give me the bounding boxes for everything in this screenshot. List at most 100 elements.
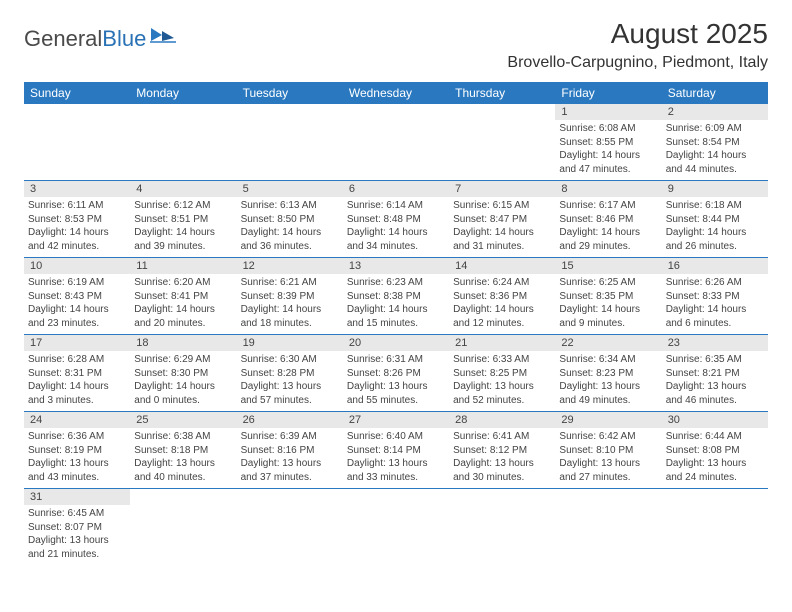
month-title: August 2025 [507,18,768,50]
sunrise-text: Sunrise: 6:17 AM [559,199,657,213]
sunset-text: Sunset: 8:30 PM [134,367,232,381]
daylight-line1: Daylight: 14 hours [241,226,339,240]
sunrise-text: Sunrise: 6:08 AM [559,122,657,136]
daylight-line2: and 24 minutes. [666,471,764,485]
daylight-line2: and 49 minutes. [559,394,657,408]
logo-text-part1: General [24,26,102,51]
sunrise-text: Sunrise: 6:42 AM [559,430,657,444]
calendar-cell: 4Sunrise: 6:12 AMSunset: 8:51 PMDaylight… [130,181,236,258]
calendar-cell [24,104,130,181]
logo-text: GeneralBlue [24,26,146,52]
sunset-text: Sunset: 8:53 PM [28,213,126,227]
sunset-text: Sunset: 8:33 PM [666,290,764,304]
day-info: Sunrise: 6:15 AMSunset: 8:47 PMDaylight:… [449,197,555,257]
calendar-week: 1Sunrise: 6:08 AMSunset: 8:55 PMDaylight… [24,104,768,181]
daylight-line1: Daylight: 14 hours [241,303,339,317]
day-header: Tuesday [237,82,343,104]
calendar-cell: 28Sunrise: 6:41 AMSunset: 8:12 PMDayligh… [449,412,555,489]
daylight-line2: and 36 minutes. [241,240,339,254]
day-header: Wednesday [343,82,449,104]
daylight-line2: and 3 minutes. [28,394,126,408]
day-info: Sunrise: 6:08 AMSunset: 8:55 PMDaylight:… [555,120,661,180]
sunset-text: Sunset: 8:23 PM [559,367,657,381]
calendar-cell [130,489,236,566]
daylight-line1: Daylight: 13 hours [666,457,764,471]
day-info: Sunrise: 6:38 AMSunset: 8:18 PMDaylight:… [130,428,236,488]
day-info: Sunrise: 6:21 AMSunset: 8:39 PMDaylight:… [237,274,343,334]
daylight-line2: and 6 minutes. [666,317,764,331]
daylight-line2: and 37 minutes. [241,471,339,485]
sunrise-text: Sunrise: 6:36 AM [28,430,126,444]
daylight-line2: and 31 minutes. [453,240,551,254]
day-header: Friday [555,82,661,104]
sunset-text: Sunset: 8:12 PM [453,444,551,458]
sunrise-text: Sunrise: 6:12 AM [134,199,232,213]
logo-text-part2: Blue [102,26,146,51]
day-number: 15 [555,258,661,274]
daylight-line2: and 18 minutes. [241,317,339,331]
day-number: 7 [449,181,555,197]
sunrise-text: Sunrise: 6:39 AM [241,430,339,444]
daylight-line1: Daylight: 14 hours [347,226,445,240]
day-info: Sunrise: 6:13 AMSunset: 8:50 PMDaylight:… [237,197,343,257]
calendar-cell: 16Sunrise: 6:26 AMSunset: 8:33 PMDayligh… [662,258,768,335]
daylight-line1: Daylight: 13 hours [453,457,551,471]
daylight-line1: Daylight: 13 hours [241,457,339,471]
sunset-text: Sunset: 8:16 PM [241,444,339,458]
calendar-week: 3Sunrise: 6:11 AMSunset: 8:53 PMDaylight… [24,181,768,258]
day-info: Sunrise: 6:09 AMSunset: 8:54 PMDaylight:… [662,120,768,180]
sunrise-text: Sunrise: 6:44 AM [666,430,764,444]
day-number: 20 [343,335,449,351]
calendar-week: 24Sunrise: 6:36 AMSunset: 8:19 PMDayligh… [24,412,768,489]
calendar-cell: 22Sunrise: 6:34 AMSunset: 8:23 PMDayligh… [555,335,661,412]
day-info: Sunrise: 6:11 AMSunset: 8:53 PMDaylight:… [24,197,130,257]
daylight-line1: Daylight: 13 hours [28,534,126,548]
day-info: Sunrise: 6:20 AMSunset: 8:41 PMDaylight:… [130,274,236,334]
calendar-cell [449,489,555,566]
calendar-cell [449,104,555,181]
daylight-line2: and 33 minutes. [347,471,445,485]
day-header: Sunday [24,82,130,104]
day-number: 9 [662,181,768,197]
sunrise-text: Sunrise: 6:09 AM [666,122,764,136]
daylight-line2: and 44 minutes. [666,163,764,177]
day-number: 6 [343,181,449,197]
daylight-line2: and 9 minutes. [559,317,657,331]
daylight-line2: and 20 minutes. [134,317,232,331]
daylight-line1: Daylight: 14 hours [28,226,126,240]
sunrise-text: Sunrise: 6:13 AM [241,199,339,213]
calendar-cell: 25Sunrise: 6:38 AMSunset: 8:18 PMDayligh… [130,412,236,489]
daylight-line1: Daylight: 14 hours [666,303,764,317]
day-number: 12 [237,258,343,274]
sunset-text: Sunset: 8:51 PM [134,213,232,227]
calendar-cell: 29Sunrise: 6:42 AMSunset: 8:10 PMDayligh… [555,412,661,489]
calendar-week: 10Sunrise: 6:19 AMSunset: 8:43 PMDayligh… [24,258,768,335]
day-header: Saturday [662,82,768,104]
calendar-cell: 26Sunrise: 6:39 AMSunset: 8:16 PMDayligh… [237,412,343,489]
sunset-text: Sunset: 8:39 PM [241,290,339,304]
calendar-cell [343,489,449,566]
day-info: Sunrise: 6:39 AMSunset: 8:16 PMDaylight:… [237,428,343,488]
calendar-cell: 23Sunrise: 6:35 AMSunset: 8:21 PMDayligh… [662,335,768,412]
sunrise-text: Sunrise: 6:28 AM [28,353,126,367]
day-number: 13 [343,258,449,274]
sunrise-text: Sunrise: 6:35 AM [666,353,764,367]
sunrise-text: Sunrise: 6:11 AM [28,199,126,213]
day-number: 16 [662,258,768,274]
day-number: 14 [449,258,555,274]
sunset-text: Sunset: 8:35 PM [559,290,657,304]
calendar-cell [130,104,236,181]
daylight-line1: Daylight: 13 hours [347,380,445,394]
day-number: 31 [24,489,130,505]
sunrise-text: Sunrise: 6:18 AM [666,199,764,213]
sunset-text: Sunset: 8:36 PM [453,290,551,304]
daylight-line1: Daylight: 14 hours [134,226,232,240]
calendar-cell: 30Sunrise: 6:44 AMSunset: 8:08 PMDayligh… [662,412,768,489]
calendar-cell: 5Sunrise: 6:13 AMSunset: 8:50 PMDaylight… [237,181,343,258]
day-number: 29 [555,412,661,428]
day-info: Sunrise: 6:26 AMSunset: 8:33 PMDaylight:… [662,274,768,334]
location: Brovello-Carpugnino, Piedmont, Italy [507,54,768,72]
day-number: 19 [237,335,343,351]
calendar-week: 31Sunrise: 6:45 AMSunset: 8:07 PMDayligh… [24,489,768,566]
day-info: Sunrise: 6:23 AMSunset: 8:38 PMDaylight:… [343,274,449,334]
